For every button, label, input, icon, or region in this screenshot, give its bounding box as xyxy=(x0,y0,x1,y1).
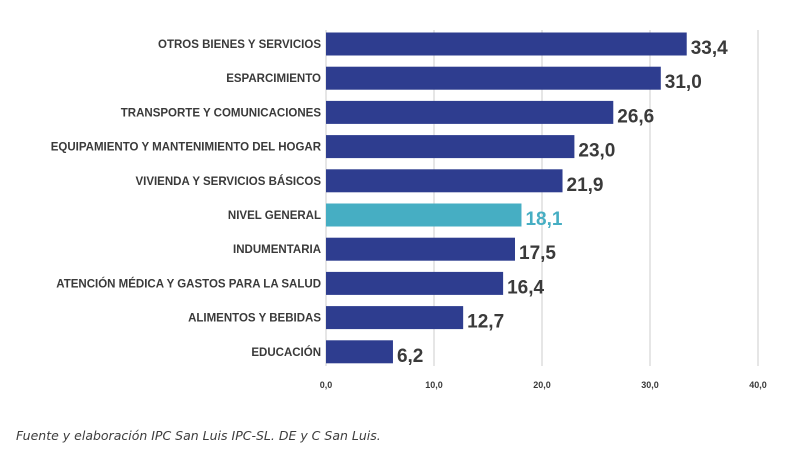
data-label: 33,4 xyxy=(691,38,728,59)
bar xyxy=(326,340,393,364)
x-tick-label: 30,0 xyxy=(641,380,659,390)
category-label: NIVEL GENERAL xyxy=(228,210,321,222)
bar xyxy=(326,100,614,124)
data-label: 6,2 xyxy=(397,346,423,367)
bar xyxy=(326,203,522,227)
category-label: EQUIPAMIENTO Y MANTENIMIENTO DEL HOGAR xyxy=(51,142,322,154)
category-label: ATENCIÓN MÉDICA Y GASTOS PARA LA SALUD xyxy=(56,277,321,290)
bar xyxy=(326,135,575,159)
data-label: 12,7 xyxy=(467,312,504,333)
x-tick-label: 40,0 xyxy=(749,380,767,390)
bar xyxy=(326,237,515,261)
data-label: 16,4 xyxy=(507,277,544,298)
bar xyxy=(326,66,661,90)
category-label: OTROS BIENES Y SERVICIOS xyxy=(158,39,321,51)
x-tick-label: 0,0 xyxy=(320,380,333,390)
category-label: ALIMENTOS Y BEBIDAS xyxy=(188,313,321,325)
category-label: VIVIENDA Y SERVICIOS BÁSICOS xyxy=(135,175,321,188)
data-label: 26,6 xyxy=(617,106,654,127)
x-tick-label: 20,0 xyxy=(533,380,551,390)
bar xyxy=(326,32,687,56)
category-label: INDUMENTARIA xyxy=(233,244,321,256)
category-label: TRANSPORTE Y COMUNICACIONES xyxy=(121,107,322,119)
bar-chart: 0,0 10,0 20,0 30,0 40,0 OTROS BIENES Y SERVIC… xyxy=(51,30,767,390)
category-label: ESPARCIMIENTO xyxy=(226,73,321,85)
data-label: 31,0 xyxy=(665,72,702,93)
bar xyxy=(326,306,464,330)
data-label: 21,9 xyxy=(567,175,604,196)
data-label: 23,0 xyxy=(578,141,615,162)
source-note: Fuente y elaboración IPC San Luis IPC-SL… xyxy=(16,428,381,443)
bar xyxy=(326,271,504,295)
bar xyxy=(326,169,563,193)
x-tick-label: 10,0 xyxy=(425,380,443,390)
category-label: EDUCACIÓN xyxy=(251,346,321,359)
data-label: 17,5 xyxy=(519,243,556,264)
data-label: 18,1 xyxy=(525,209,562,230)
